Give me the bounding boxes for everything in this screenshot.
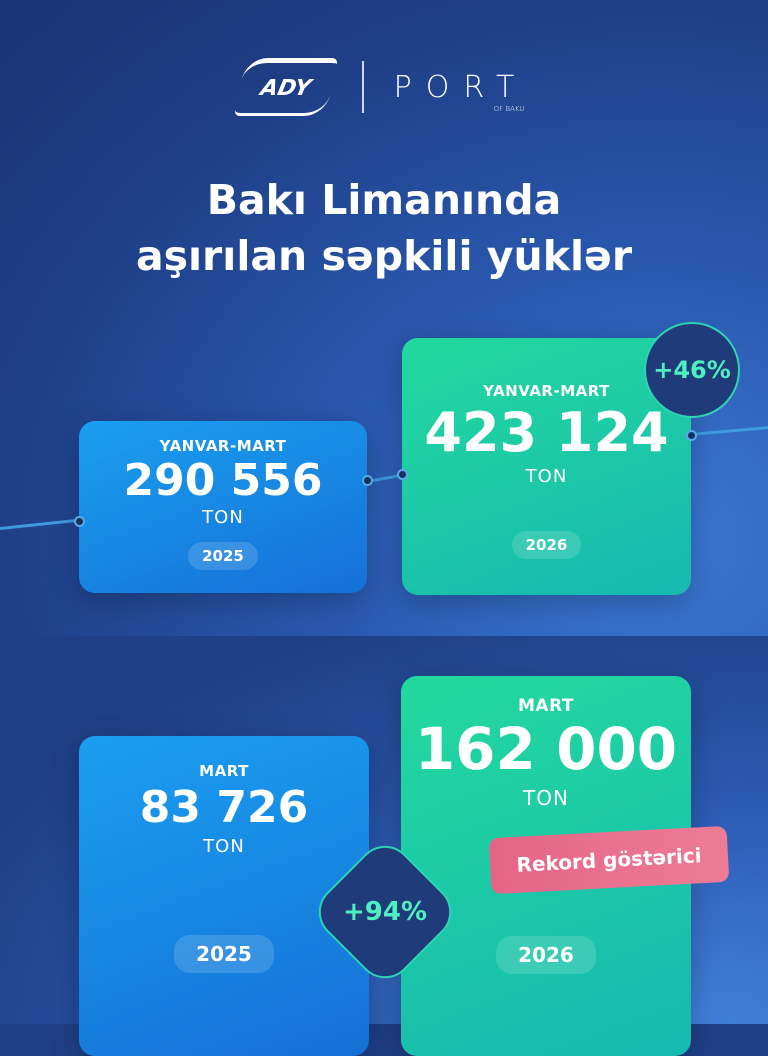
card-label: MART xyxy=(518,696,574,716)
card-label: YANVAR-MART xyxy=(159,437,287,455)
logo-divider xyxy=(361,61,364,113)
period-change-text: +46% xyxy=(653,356,731,384)
port-logo-text: PORT xyxy=(393,69,529,105)
title-line-2: aşırılan səpkili yüklər xyxy=(135,232,633,280)
year-pill: 2025 xyxy=(174,935,274,973)
year-pill: 2025 xyxy=(188,542,258,570)
trend-dot xyxy=(686,430,697,441)
year-pill: 2026 xyxy=(496,936,596,974)
card-unit: TON xyxy=(202,507,244,528)
card-value: 83 726 xyxy=(139,782,309,833)
year-pill: 2026 xyxy=(511,531,582,559)
card-unit: TON xyxy=(523,786,569,810)
period-change-badge: +46% xyxy=(644,322,740,418)
card-month-2025: MART 83 726 TON 2025 xyxy=(79,736,369,1056)
trend-dot xyxy=(397,469,408,480)
card-value: 290 556 xyxy=(123,455,323,506)
trend-dot xyxy=(74,516,85,527)
month-change-text: +94% xyxy=(342,897,428,927)
card-unit: TON xyxy=(525,466,568,487)
card-period-2025: YANVAR-MART 290 556 TON 2025 xyxy=(79,421,367,593)
card-period-2026: YANVAR-MART 423 124 TON 2026 xyxy=(402,338,691,595)
title-line-1: Bakı Limanında xyxy=(206,176,562,224)
card-label: YANVAR-MART xyxy=(483,382,610,400)
card-value: 423 124 xyxy=(424,401,669,464)
logo-bar: ADY PORT OF BAKU xyxy=(0,58,768,116)
trend-dot xyxy=(362,475,373,486)
port-of-baku-logo: PORT OF BAKU xyxy=(393,69,529,113)
ady-logo-text: ADY xyxy=(258,75,313,101)
card-label: MART xyxy=(199,762,249,780)
card-value: 162 000 xyxy=(414,715,678,783)
card-unit: TON xyxy=(203,836,245,857)
port-logo-sub: OF BAKU xyxy=(493,104,525,113)
ady-logo: ADY xyxy=(233,58,338,116)
record-badge-text: Rekord göstərici xyxy=(515,843,703,877)
page-title: Bakı Limanında aşırılan səpkili yüklər xyxy=(0,172,768,284)
